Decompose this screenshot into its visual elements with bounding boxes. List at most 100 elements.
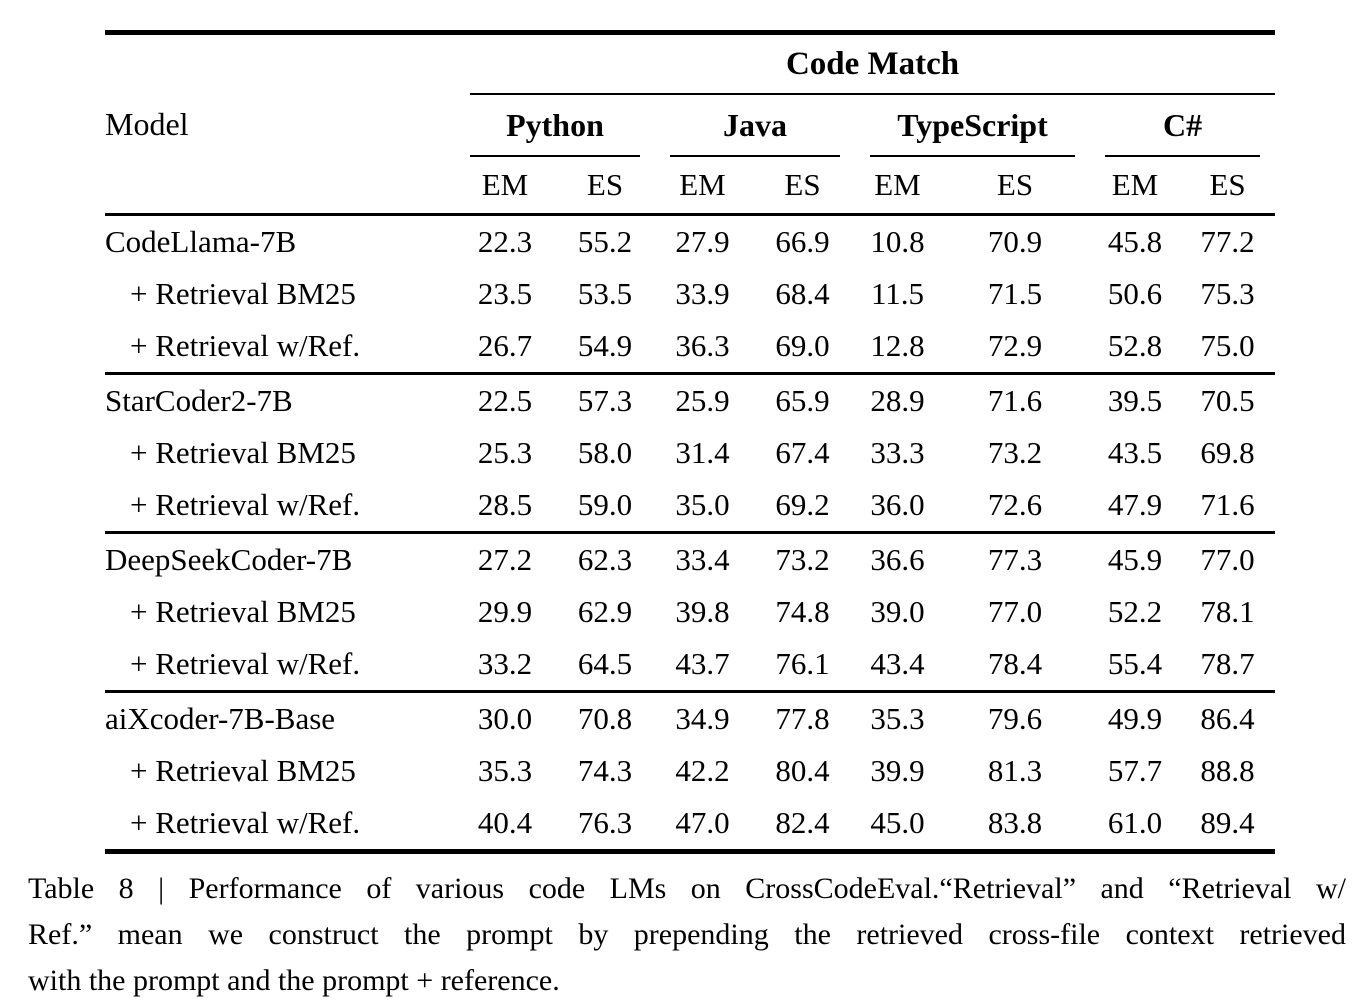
metric-value: 25.9	[655, 372, 750, 427]
table-row: + Retrieval w/Ref. 33.2 64.5 43.7 76.1 43.4 78…	[105, 638, 1275, 692]
results-table: Model Code Match Python Java TypeScript …	[105, 30, 1276, 854]
metric-value: 67.4	[775, 435, 830, 470]
metric-value: 66.9	[775, 224, 830, 259]
metric-value: 62.9	[577, 594, 633, 629]
metric-value: 10.8	[870, 224, 925, 259]
metric-value: 27.9	[675, 224, 730, 259]
metric-value: 33.9	[675, 276, 730, 311]
model-name: + Retrieval BM25	[130, 753, 356, 788]
metric-value: 42.2	[675, 753, 730, 788]
model-name: + Retrieval w/Ref.	[130, 646, 361, 681]
metric-value: 53.5	[577, 276, 633, 311]
model-name: + Retrieval w/Ref.	[130, 487, 361, 522]
model-name: CodeLlama-7B	[105, 224, 297, 259]
caption-line: Ref.” mean we construct the prompt by pr…	[28, 918, 1346, 951]
metric-value: 69.8	[1200, 435, 1255, 470]
group-header-java: Java	[655, 95, 855, 157]
metric-value: 25.3	[477, 435, 533, 470]
span-header-code-match: Code Match	[455, 33, 1276, 95]
header-row-languages: Python Java TypeScript C#	[105, 95, 1275, 157]
metric-value: 76.3	[577, 805, 633, 840]
metric-value: 65.9	[750, 372, 855, 427]
metric-value: 35.0	[675, 487, 730, 522]
metric-value: 77.0	[1180, 531, 1276, 586]
metric-value: 39.5	[1090, 372, 1180, 427]
metric-value: 43.5	[1107, 435, 1163, 470]
metric-value: 27.2	[455, 531, 555, 586]
model-name: StarCoder2-7B	[105, 372, 455, 427]
metric-value: 52.2	[1107, 594, 1163, 629]
metric-value: 33.3	[870, 435, 925, 470]
model-name: + Retrieval w/Ref.	[130, 328, 361, 363]
metric-value: 61.0	[1107, 805, 1163, 840]
table-row: + Retrieval BM25 35.3 74.3 42.2 80.4 39.9 81.3…	[105, 745, 1275, 797]
metric-value: 34.9	[655, 690, 750, 745]
subcolumn-header-python-em: EM	[455, 157, 555, 216]
metric-value: 40.4	[477, 805, 533, 840]
metric-value: 86.4	[1180, 690, 1276, 745]
metric-value: 68.4	[775, 276, 830, 311]
metric-value: 35.3	[477, 753, 533, 788]
metric-value: 29.9	[477, 594, 533, 629]
metric-value: 22.3	[477, 224, 533, 259]
metric-value: 77.0	[987, 594, 1043, 629]
metric-value: 39.9	[870, 753, 925, 788]
metric-value: 50.6	[1107, 276, 1163, 311]
group-header-csharp: C#	[1090, 95, 1275, 157]
metric-value: 43.7	[675, 646, 730, 681]
group-header-typescript: TypeScript	[855, 95, 1090, 157]
metric-value: 11.5	[870, 276, 925, 311]
model-name: + Retrieval BM25	[130, 594, 356, 629]
metric-value: 45.9	[1090, 531, 1180, 586]
metric-value: 72.6	[987, 487, 1043, 522]
metric-value: 23.5	[477, 276, 533, 311]
metric-value: 28.9	[855, 372, 940, 427]
metric-value: 70.8	[555, 690, 655, 745]
subcolumn-header-java-es: ES	[750, 157, 855, 216]
header-row-span: Model Code Match	[105, 32, 1276, 216]
caption-line: Table 8 | Performance of various code LM…	[28, 872, 1346, 905]
metric-value: 55.2	[577, 224, 633, 259]
model-name: DeepSeekCoder-7B	[105, 531, 455, 586]
metric-value: 80.4	[775, 753, 830, 788]
metric-value: 43.4	[870, 646, 925, 681]
metric-value: 72.9	[987, 328, 1043, 363]
metric-value: 45.8	[1107, 224, 1163, 259]
metric-value: 70.5	[1180, 372, 1276, 427]
metric-value: 77.8	[750, 690, 855, 745]
metric-value: 49.9	[1090, 690, 1180, 745]
metric-value: 73.2	[987, 435, 1043, 470]
group-header-label: Java	[670, 95, 840, 157]
metric-value: 45.0	[870, 805, 925, 840]
subcolumn-header-typescript-es: ES	[940, 157, 1090, 216]
subcolumn-header-csharp-es: ES	[1180, 157, 1276, 216]
metric-value: 54.9	[577, 328, 633, 363]
metric-value: 77.2	[1200, 224, 1255, 259]
metric-value: 78.1	[1200, 594, 1255, 629]
caption-line: with the prompt and the prompt + referen…	[28, 964, 560, 997]
metric-value: 33.4	[655, 531, 750, 586]
model-name: aiXcoder-7B-Base	[105, 690, 455, 745]
table-row: + Retrieval BM25 29.9 62.9 39.8 74.8 39.0 77.0…	[105, 586, 1275, 638]
table-row: + Retrieval BM25 23.5 53.5 33.9 68.4 11.5 71.5…	[105, 268, 1275, 320]
metric-value: 64.5	[577, 646, 633, 681]
table-body: CodeLlama-7B 22.3 55.2 27.9 66.9 10.8 70.9 45.8…	[105, 215, 1276, 852]
table-row: CodeLlama-7B 22.3 55.2 27.9 66.9 10.8 70.9 45.8…	[105, 215, 1275, 269]
span-header-label: Code Match	[470, 35, 1276, 95]
model-name: + Retrieval BM25	[130, 276, 356, 311]
metric-value: 75.3	[1200, 276, 1255, 311]
metric-value: 77.3	[940, 531, 1090, 586]
subcolumn-header-typescript-em: EM	[855, 157, 940, 216]
metric-value: 74.3	[577, 753, 633, 788]
table-row: + Retrieval w/Ref. 40.4 76.3 47.0 82.4 45.0 83…	[105, 797, 1275, 852]
table-caption: Table 8 | Performance of various code LM…	[28, 866, 1346, 1004]
metric-value: 62.3	[555, 531, 655, 586]
metric-value: 71.6	[940, 372, 1090, 427]
metric-value: 58.0	[577, 435, 633, 470]
metric-value: 81.3	[987, 753, 1043, 788]
metric-value: 78.4	[987, 646, 1043, 681]
table-row: + Retrieval w/Ref. 28.5 59.0 35.0 69.2 36.0 72…	[105, 479, 1275, 533]
metric-value: 47.0	[675, 805, 730, 840]
table-row: + Retrieval w/Ref. 26.7 54.9 36.3 69.0 12.8 72…	[105, 320, 1275, 374]
